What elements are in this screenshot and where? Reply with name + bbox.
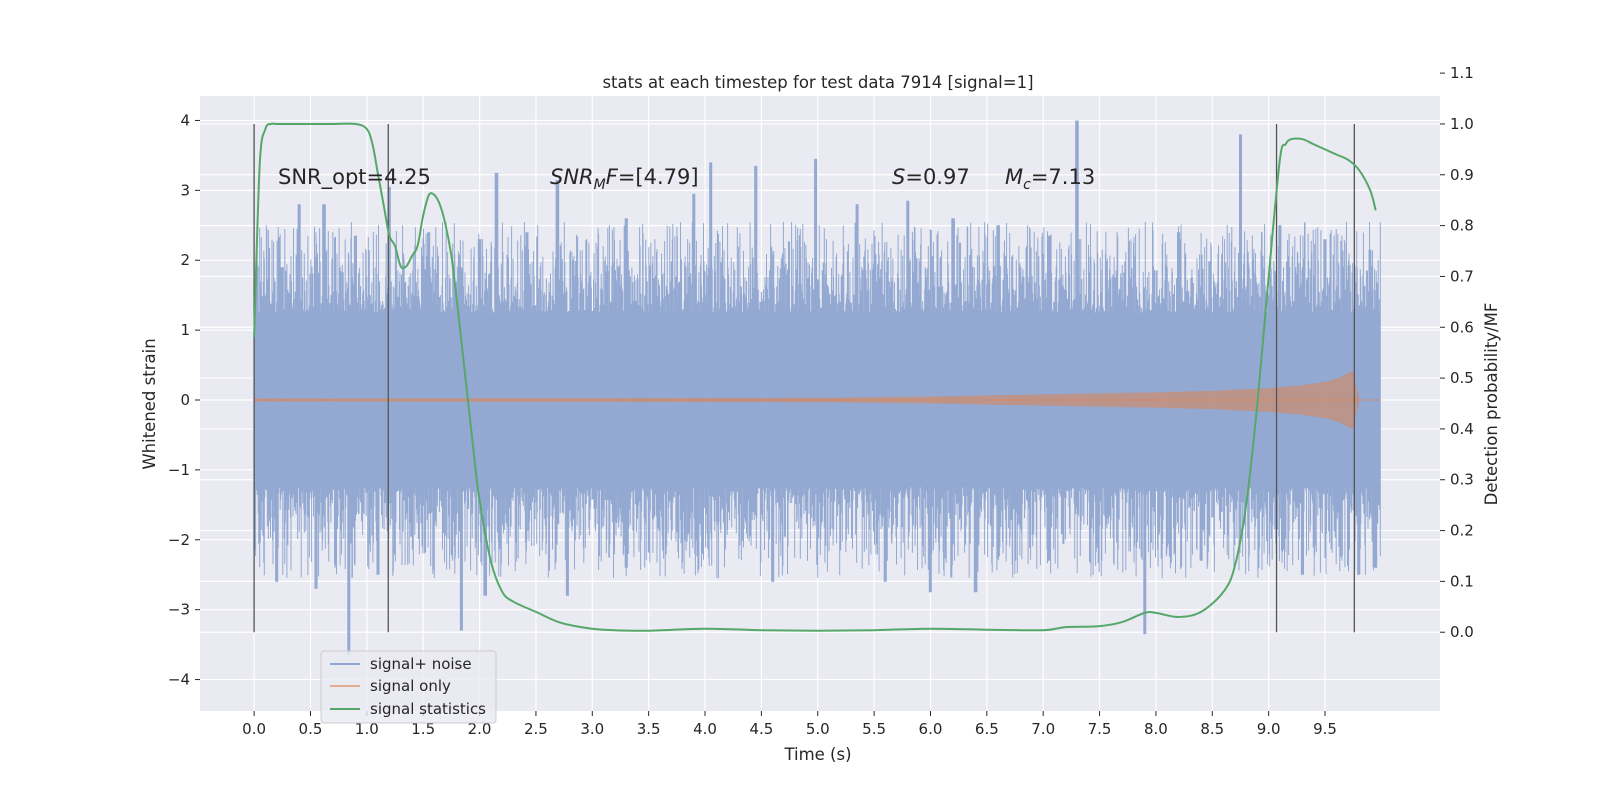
snr-mf-base: SNR bbox=[550, 165, 594, 189]
mc-symbol: M bbox=[1005, 165, 1023, 189]
snr-mf-rest: F=[4.79] bbox=[606, 165, 699, 189]
x-tick-label: 4.5 bbox=[749, 720, 773, 738]
legend-label-stat: signal statistics bbox=[370, 700, 486, 718]
s-symbol: S bbox=[892, 165, 905, 189]
x-tick-label: 2.0 bbox=[468, 720, 492, 738]
annotation-snr-opt: SNR_opt=4.25 bbox=[278, 165, 431, 190]
x-tick-label: 4.0 bbox=[693, 720, 717, 738]
x-tick-label: 3.5 bbox=[637, 720, 661, 738]
y-tick-label: −1 bbox=[168, 461, 190, 479]
vertical-markers bbox=[253, 123, 1355, 633]
annotation-snr-mf: SNRMF=[4.79] bbox=[550, 165, 699, 193]
x-tick-label: 8.5 bbox=[1200, 720, 1224, 738]
y2-tick-label: 0.0 bbox=[1450, 623, 1474, 641]
x-tick-label: 5.0 bbox=[806, 720, 830, 738]
y-axis-left: −4 −3 −2 −1 0 1 2 3 4 bbox=[168, 111, 200, 689]
y-axis-label: Whitened strain bbox=[140, 338, 159, 469]
mc-sub: c bbox=[1023, 177, 1031, 193]
x-tick-label: 0.0 bbox=[242, 720, 266, 738]
y2-tick-label: 0.7 bbox=[1450, 267, 1474, 285]
x-tick-label: 6.5 bbox=[975, 720, 999, 738]
y-axis-right: 0.0 0.1 0.2 0.3 0.4 0.5 0.6 0.7 0.8 0.9 1.0 1.1 bbox=[1440, 64, 1474, 641]
legend-label-signal: signal only bbox=[370, 677, 451, 695]
legend-label-noise: signal+ noise bbox=[370, 655, 472, 673]
x-axis: 0.0 0.5 1.0 1.5 2.0 2.5 3.0 3.5 4.0 4.5 5.0 5.5 6.0 6… bbox=[242, 711, 1337, 738]
y-tick-label: 3 bbox=[180, 181, 190, 199]
x-tick-label: 2.5 bbox=[524, 720, 548, 738]
snr-mf-f: F bbox=[606, 165, 619, 189]
y2-tick-label: 1.1 bbox=[1450, 64, 1474, 82]
x-tick-label: 8.0 bbox=[1144, 720, 1168, 738]
x-tick-label: 9.5 bbox=[1313, 720, 1337, 738]
x-tick-label: 1.0 bbox=[355, 720, 379, 738]
y-tick-label: 2 bbox=[180, 251, 190, 269]
mc-value: =7.13 bbox=[1031, 165, 1095, 189]
x-tick-label: 1.5 bbox=[411, 720, 435, 738]
x-tick-label: 7.0 bbox=[1031, 720, 1055, 738]
annotation-mc: Mc=7.13 bbox=[1005, 165, 1095, 193]
chart-title: stats at each timestep for test data 791… bbox=[602, 73, 1033, 92]
signal-only-series bbox=[254, 370, 1381, 430]
annotation-s: S=0.97 bbox=[892, 165, 970, 189]
signal-statistics-series bbox=[253, 122, 1377, 632]
y2-tick-label: 0.1 bbox=[1450, 572, 1474, 590]
y2-tick-label: 0.2 bbox=[1450, 522, 1474, 540]
x-tick-label: 7.5 bbox=[1088, 720, 1112, 738]
x-tick-label: 9.0 bbox=[1257, 720, 1281, 738]
x-tick-label: 3.0 bbox=[580, 720, 604, 738]
x-tick-label: 5.5 bbox=[862, 720, 886, 738]
x-tick-label: 6.0 bbox=[919, 720, 943, 738]
y-tick-label: −4 bbox=[168, 671, 190, 689]
y2-tick-label: 1.0 bbox=[1450, 115, 1474, 133]
y-tick-label: 4 bbox=[180, 111, 190, 129]
y-tick-label: −2 bbox=[168, 531, 190, 549]
x-axis-label: Time (s) bbox=[783, 745, 851, 764]
legend-box bbox=[320, 650, 497, 724]
y-tick-label: −3 bbox=[168, 601, 190, 619]
y-tick-label: 0 bbox=[180, 391, 190, 409]
y2-tick-label: 0.8 bbox=[1450, 217, 1474, 235]
snr-mf-value: =[4.79] bbox=[618, 165, 699, 189]
snr-mf-sub: M bbox=[594, 177, 606, 193]
y2-axis-label: Detection probability/MF bbox=[1482, 303, 1501, 506]
y2-tick-label: 0.4 bbox=[1450, 420, 1474, 438]
y2-tick-label: 0.9 bbox=[1450, 166, 1474, 184]
y2-tick-label: 0.6 bbox=[1450, 318, 1474, 336]
x-tick-label: 0.5 bbox=[299, 720, 323, 738]
y-tick-label: 1 bbox=[180, 321, 190, 339]
y2-tick-label: 0.5 bbox=[1450, 369, 1474, 387]
s-value: =0.97 bbox=[905, 165, 969, 189]
legend: signal+ noise signal only signal statist… bbox=[320, 650, 497, 724]
signal-statistics-line bbox=[253, 122, 1377, 632]
y2-tick-label: 0.3 bbox=[1450, 471, 1474, 489]
